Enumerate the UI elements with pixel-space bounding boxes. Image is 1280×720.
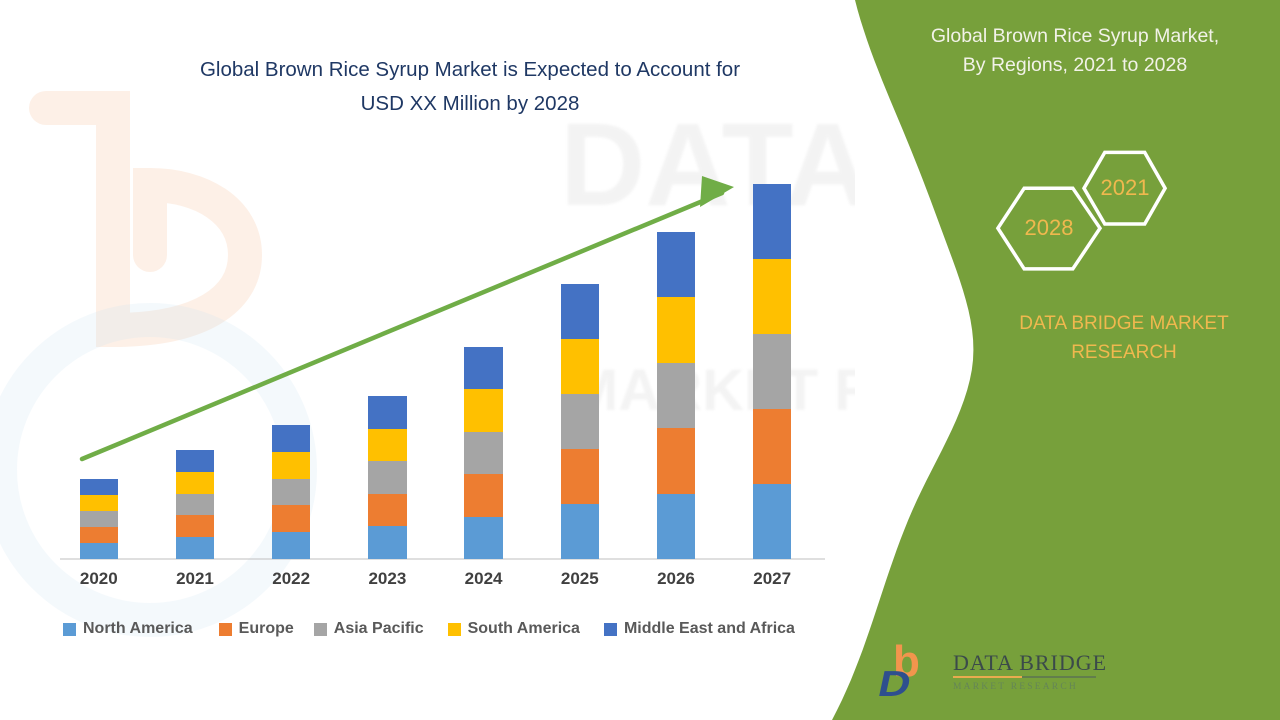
- svg-text:MARKET RESEARCH: MARKET RESEARCH: [953, 682, 1078, 692]
- svg-text:DATA BRIDGE: DATA BRIDGE: [953, 650, 1107, 675]
- svg-text:D: D: [875, 663, 916, 704]
